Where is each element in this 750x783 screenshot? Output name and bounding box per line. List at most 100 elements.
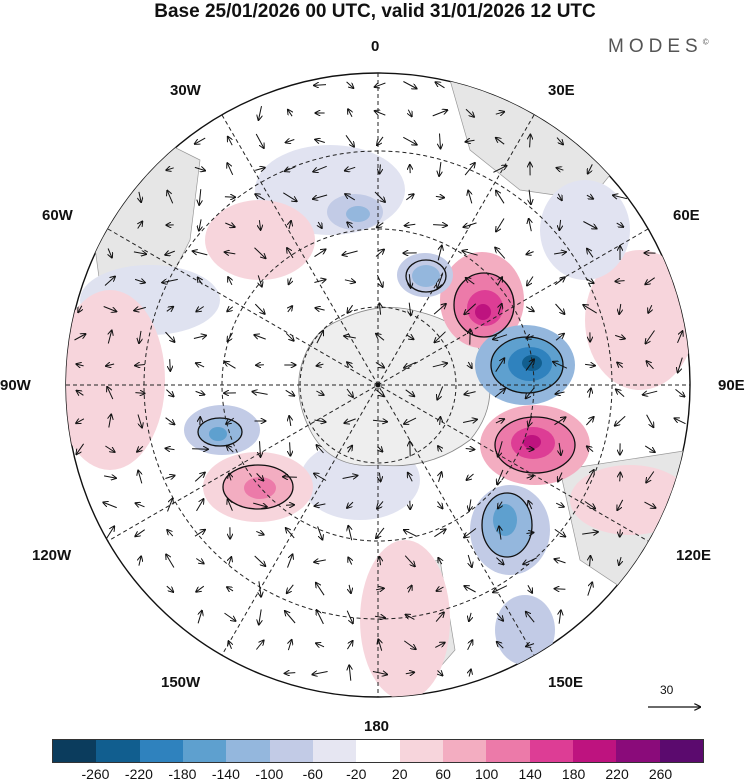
wind-vector (438, 446, 442, 453)
wind-vector (258, 275, 262, 286)
colorbar-bin (182, 740, 227, 762)
wind-vector (256, 531, 263, 534)
wind-vector (253, 502, 267, 507)
wind-vector (440, 417, 441, 425)
colorbar-tick-label: -20 (346, 766, 367, 782)
wind-vector (377, 136, 384, 145)
wind-vector (348, 558, 351, 565)
wind-vector (196, 585, 205, 592)
wind-vector (193, 251, 208, 256)
wind-vector (107, 387, 114, 400)
wind-vector (375, 83, 386, 87)
wind-vector (559, 610, 561, 624)
wind-vector (495, 358, 505, 372)
wind-vector (166, 585, 173, 592)
wind-vector (530, 135, 531, 148)
wind-vector (285, 611, 296, 624)
wind-vector (379, 303, 380, 315)
wind-vector (436, 82, 445, 89)
wind-vector (108, 248, 112, 258)
wind-vector (525, 307, 534, 312)
wind-vector (254, 555, 266, 566)
wind-vector (316, 331, 323, 344)
wind-vector (103, 306, 117, 312)
wind-vector (498, 304, 501, 315)
lon-label-150w: 150W (161, 674, 201, 691)
wind-vector (404, 530, 417, 537)
lon-label-180: 180 (364, 718, 390, 735)
wind-vector (137, 445, 144, 451)
wind-vector (195, 391, 205, 394)
wind-vector (346, 610, 353, 624)
wind-vector (469, 499, 471, 510)
neg-anomaly-5w (327, 194, 383, 230)
wind-vector (526, 644, 535, 647)
wind-vector (196, 499, 204, 512)
wind-vector (380, 557, 381, 566)
wind-vector (314, 280, 325, 283)
wind-vector (405, 224, 416, 225)
wind-vector (468, 191, 472, 204)
colorbar-labels: -260 -220 -180 -140 -100 -60 -20 20 60 100 140 180 2… (52, 766, 704, 782)
wind-vector (377, 501, 384, 508)
wind-vector (314, 85, 327, 86)
wind-vector (347, 501, 354, 508)
wind-vector (165, 251, 175, 255)
wind-vector (469, 612, 471, 621)
wind-vector (615, 335, 625, 338)
wind-vector (313, 194, 328, 199)
wind-vector (587, 446, 594, 452)
wind-vector (347, 222, 354, 229)
wind-vector (252, 392, 268, 395)
wind-vector (468, 554, 472, 567)
wind-vector (439, 472, 442, 482)
wind-vector (437, 273, 444, 288)
wind-vector (469, 670, 471, 677)
wind-vector (376, 527, 385, 538)
lon-label-30e: 30E (548, 82, 575, 99)
wind-vector (314, 474, 327, 481)
colorbar-tick-label: 220 (605, 766, 629, 782)
colorbar-tick-label: -140 (211, 766, 240, 782)
neg-anomaly-140e (470, 485, 550, 575)
wind-vector (194, 530, 205, 537)
colorbar-bin (572, 740, 617, 762)
wind-vector (165, 331, 175, 342)
wind-vector (467, 640, 473, 651)
wind-vector (76, 364, 84, 366)
wind-vector (285, 332, 293, 340)
wind-vector (255, 168, 265, 171)
wind-vector (437, 386, 444, 399)
wind-vector (165, 476, 174, 479)
pos-patch-75e (585, 250, 690, 390)
wind-vector (645, 277, 655, 285)
wind-vector (404, 417, 417, 424)
wind-vector (526, 336, 534, 339)
wind-vector (558, 193, 562, 200)
wind-vector (375, 389, 384, 396)
wind-vector (432, 363, 447, 367)
wind-vector (620, 529, 621, 536)
colorbar (52, 739, 704, 763)
wind-vector (228, 499, 233, 511)
wind-vector (314, 420, 325, 422)
wind-vector (348, 526, 351, 541)
wind-vector (495, 419, 504, 423)
wind-vector (314, 249, 326, 258)
wind-vector (526, 252, 534, 255)
lon-label-150e: 150E (548, 674, 584, 691)
wind-vector (587, 249, 594, 258)
wind-vector (162, 279, 178, 282)
lon-label-60e: 60E (673, 207, 700, 224)
wind-vector (376, 588, 384, 589)
wind-vector (525, 359, 534, 371)
wind-vector (285, 673, 296, 674)
wind-vector (437, 501, 443, 509)
wind-vector (103, 502, 117, 509)
wind-vector (229, 641, 232, 649)
wind-vector (587, 582, 592, 596)
wind-vector (259, 220, 260, 230)
lon-label-60w: 60W (42, 207, 73, 224)
wind-vector (342, 476, 358, 479)
wind-vector (254, 247, 266, 258)
